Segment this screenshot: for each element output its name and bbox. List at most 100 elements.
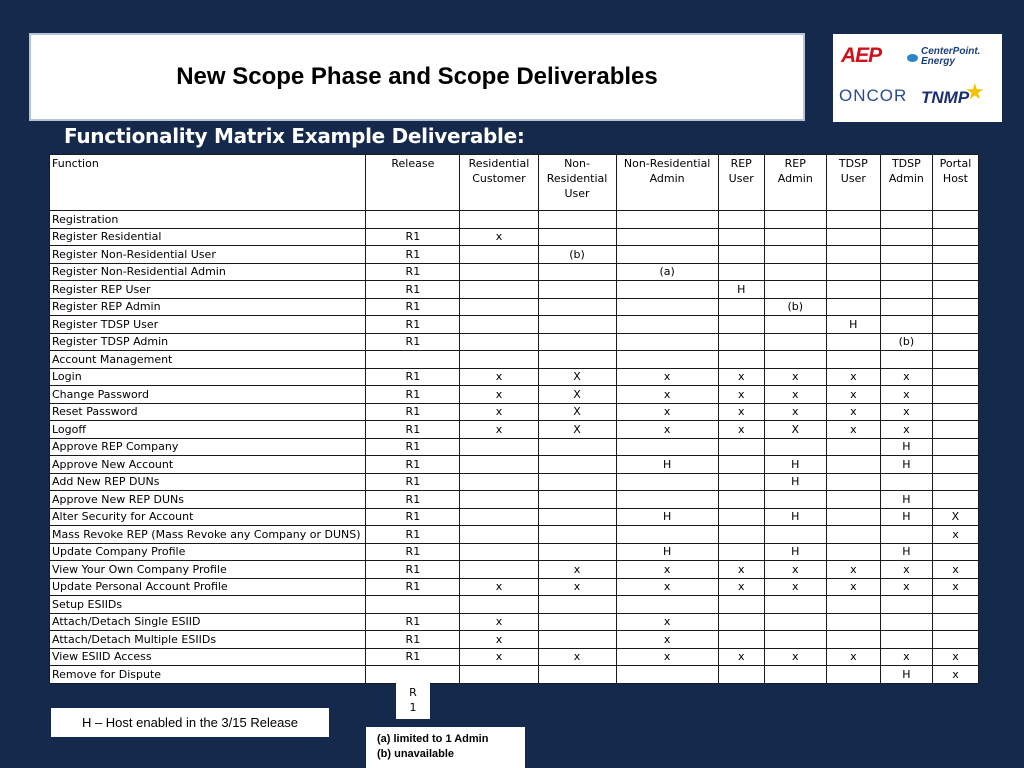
matrix-cell: x <box>879 402 933 421</box>
function-cell: Mass Revoke REP (Mass Revoke any Company… <box>48 525 367 544</box>
matrix-cell <box>931 472 980 491</box>
function-cell: Update Company Profile <box>48 542 367 561</box>
matrix-cell <box>717 455 765 474</box>
table-row: Update Personal Account Profile R1 x x x x x x x… <box>48 577 980 596</box>
matrix-cell <box>459 315 539 334</box>
matrix-cell: H <box>763 542 827 561</box>
table-row: Approve New REP DUNs R1 H <box>48 490 980 509</box>
matrix-cell <box>717 665 765 684</box>
matrix-cell: H <box>879 437 933 456</box>
matrix-cell: X <box>537 385 617 404</box>
matrix-cell: R1 <box>365 437 461 456</box>
matrix-cell: x <box>615 560 719 579</box>
function-cell: View Your Own Company Profile <box>48 560 367 579</box>
matrix-cell <box>537 595 617 614</box>
matrix-cell: R1 <box>365 367 461 386</box>
matrix-cell: R1 <box>365 332 461 351</box>
matrix-cell: x <box>615 630 719 649</box>
matrix-cell <box>879 227 933 246</box>
table-row: Mass Revoke REP (Mass Revoke any Company… <box>48 525 980 544</box>
matrix-cell: H <box>879 542 933 561</box>
matrix-cell <box>931 542 980 561</box>
matrix-cell: H <box>879 490 933 509</box>
matrix-cell <box>537 332 617 351</box>
matrix-cell <box>459 262 539 281</box>
matrix-cell <box>879 350 933 369</box>
table-row: Attach/Detach Multiple ESIIDs R1 x x <box>48 630 980 649</box>
centerpoint-sub: Energy <box>921 56 955 67</box>
matrix-cell: x <box>459 647 539 666</box>
matrix-cell: x <box>825 560 881 579</box>
matrix-cell <box>537 262 617 281</box>
matrix-cell: R1 <box>365 507 461 526</box>
matrix-cell <box>615 437 719 456</box>
column-header: Non-Residential Admin <box>615 154 719 211</box>
column-header: Non-Residential User <box>537 154 617 211</box>
matrix-cell: x <box>825 420 881 439</box>
matrix-cell <box>717 525 765 544</box>
matrix-cell: x <box>825 402 881 421</box>
matrix-cell: x <box>717 647 765 666</box>
matrix-cell <box>717 350 765 369</box>
matrix-cell <box>615 297 719 316</box>
matrix-cell <box>931 297 980 316</box>
matrix-cell: H <box>615 542 719 561</box>
matrix-cell <box>825 297 881 316</box>
matrix-cell: x <box>615 385 719 404</box>
matrix-cell: x <box>931 577 980 596</box>
matrix-cell <box>615 332 719 351</box>
matrix-cell: x <box>879 577 933 596</box>
matrix-cell: x <box>459 630 539 649</box>
footnote-legend: (a) limited to 1 Admin (b) unavailable <box>366 727 525 768</box>
table-row: Setup ESIIDs <box>48 595 980 614</box>
matrix-cell: x <box>615 577 719 596</box>
matrix-cell <box>717 507 765 526</box>
centerpoint-name: CenterPoint. <box>921 46 981 57</box>
matrix-cell: x <box>459 577 539 596</box>
matrix-cell <box>537 210 617 229</box>
matrix-cell <box>537 437 617 456</box>
matrix-cell <box>763 630 827 649</box>
matrix-cell <box>717 630 765 649</box>
matrix-cell: H <box>615 507 719 526</box>
matrix-cell <box>879 595 933 614</box>
matrix-cell: x <box>537 560 617 579</box>
table-row: Registration <box>48 210 980 229</box>
matrix-cell <box>537 455 617 474</box>
matrix-cell <box>763 245 827 264</box>
matrix-cell <box>879 612 933 631</box>
matrix-cell: x <box>879 385 933 404</box>
matrix-cell <box>825 612 881 631</box>
matrix-cell <box>615 227 719 246</box>
matrix-cell <box>931 420 980 439</box>
function-cell: View ESIID Access <box>48 647 367 666</box>
matrix-cell <box>615 245 719 264</box>
matrix-cell: X <box>763 420 827 439</box>
matrix-cell: x <box>717 367 765 386</box>
column-header: TDSP Admin <box>879 154 933 211</box>
matrix-cell: (a) <box>615 262 719 281</box>
matrix-cell <box>537 227 617 246</box>
matrix-cell: R1 <box>365 577 461 596</box>
matrix-cell: R1 <box>365 420 461 439</box>
matrix-cell <box>717 612 765 631</box>
matrix-cell <box>825 595 881 614</box>
matrix-cell <box>717 490 765 509</box>
matrix-cell <box>717 315 765 334</box>
matrix-cell: x <box>825 577 881 596</box>
title-box: New Scope Phase and Scope Deliverables <box>29 33 805 121</box>
matrix-cell: H <box>615 455 719 474</box>
function-cell: Change Password <box>48 385 367 404</box>
tnmp-logo: TNMP <box>921 88 970 107</box>
matrix-cell: x <box>931 560 980 579</box>
matrix-cell: x <box>615 402 719 421</box>
function-cell: Update Personal Account Profile <box>48 577 367 596</box>
matrix-cell <box>931 315 980 334</box>
footnote-a: (a) limited to 1 Admin <box>377 733 489 745</box>
matrix-cell <box>931 210 980 229</box>
centerpoint-icon <box>907 54 918 62</box>
matrix-cell <box>537 525 617 544</box>
table-row: Account Management <box>48 350 980 369</box>
matrix-cell <box>879 262 933 281</box>
